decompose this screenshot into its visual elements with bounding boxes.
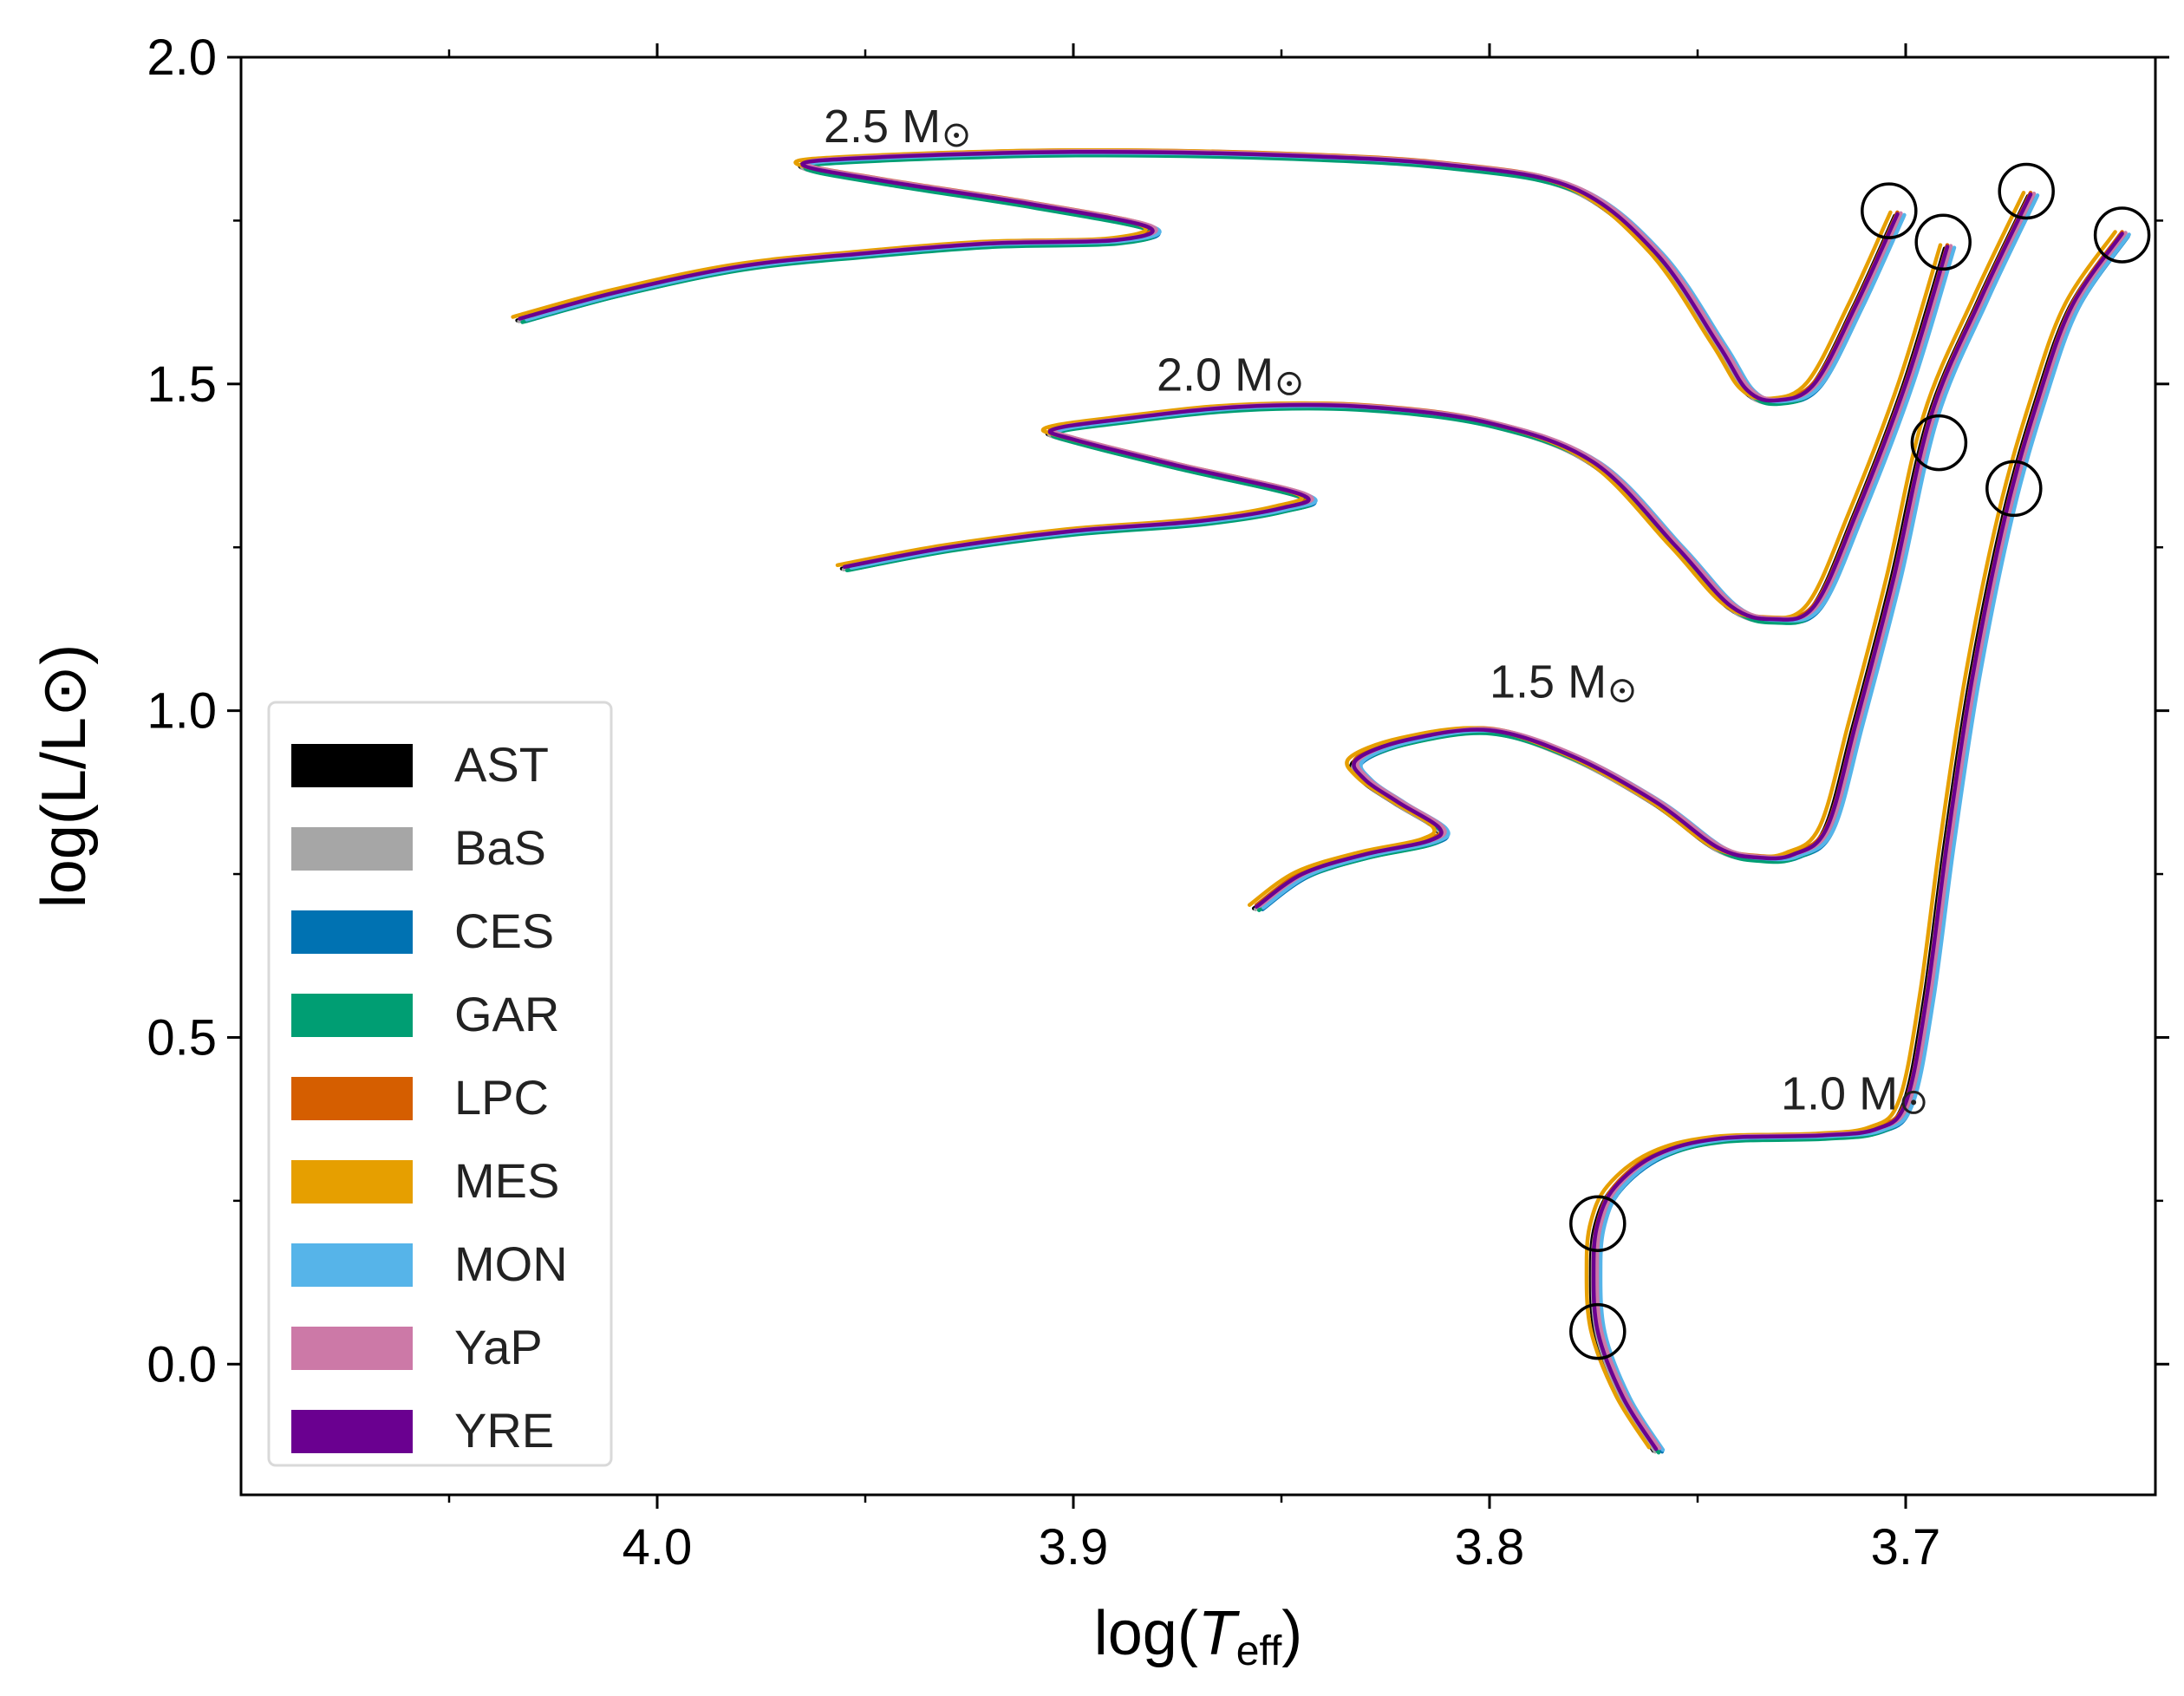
mass-labels: 2.5 M 2.0 M 1.5 M 1.0 M	[824, 101, 1926, 1119]
x-tick-label: 4.0	[623, 1519, 693, 1575]
sun-dot-icon	[1620, 688, 1626, 694]
y-tick-label: 1.0	[147, 683, 217, 740]
marker-circle	[1985, 460, 2043, 518]
marker-circle	[1861, 182, 1918, 239]
x-tick-label: 3.8	[1455, 1519, 1525, 1575]
legend-label-yap: YaP	[454, 1320, 543, 1374]
legend-swatch-mes	[291, 1160, 413, 1204]
legend-label-gar: GAR	[454, 987, 559, 1041]
legend-swatch-gar	[291, 994, 413, 1037]
track-line-yre	[1254, 192, 2033, 909]
circles-layer	[1569, 162, 2151, 1360]
legend-label-ast: AST	[454, 737, 549, 792]
legend-label-mes: MES	[454, 1153, 559, 1208]
plot-frame	[239, 55, 2157, 1497]
track-2-5-msun	[511, 147, 1907, 407]
sun-icon	[944, 123, 968, 147]
track-line-yre	[1591, 232, 2124, 1451]
legend-swatch-lpc	[291, 1077, 413, 1120]
sun-icon	[1277, 371, 1301, 395]
y-tick-label: 0.5	[147, 1009, 217, 1066]
x-tick-label: 3.9	[1039, 1519, 1109, 1575]
legend-swatch-mon	[291, 1243, 413, 1287]
legend-label-mon: MON	[454, 1236, 568, 1291]
marker-circle	[1910, 414, 1968, 472]
sun-dot-icon	[954, 133, 960, 138]
marker-circle	[1569, 1302, 1627, 1360]
track-line-yre	[518, 149, 1900, 403]
legend: AST BaS CES GAR LPC MES MON YaP YRE	[267, 701, 613, 1467]
track-line-mes	[1584, 230, 2117, 1450]
mass-label: 1.0 M	[1781, 1067, 1898, 1119]
y-axis-title: log(L/L⊙)	[29, 644, 99, 908]
x-tick-label: 3.7	[1871, 1519, 1941, 1575]
sun-icon	[1610, 679, 1634, 703]
track-line-yre	[842, 245, 1950, 622]
track-line-mes	[1247, 191, 2026, 907]
tracks-layer	[511, 147, 2131, 1455]
track-1-0-msun	[1584, 230, 2131, 1455]
track-line-mon	[1598, 232, 2131, 1452]
legend-swatch-ces	[291, 910, 413, 954]
x-axis-title: log(Teff)	[1094, 1599, 1303, 1674]
y-tick-label: 1.5	[147, 356, 217, 413]
legend-label-bas: BaS	[454, 820, 546, 875]
legend-label-ces: CES	[454, 903, 554, 958]
y-tick-label: 2.0	[147, 29, 217, 86]
legend-label-lpc: LPC	[454, 1070, 549, 1125]
sun-dot-icon	[1287, 381, 1293, 387]
marker-circle	[1998, 162, 2055, 220]
legend-label-yre: YRE	[454, 1403, 554, 1458]
marker-circle	[1914, 213, 1972, 271]
track-line-yap	[1594, 231, 2128, 1451]
legend-swatch-yre	[291, 1410, 413, 1453]
track-1-5-msun	[1247, 191, 2040, 912]
axis-ticks: 4.0 3.9 3.8 3.7 0.0 0.5 1.0 1.5 2.0	[147, 29, 2169, 1575]
legend-swatch-yap	[291, 1327, 413, 1370]
marker-circle	[1569, 1195, 1627, 1252]
legend-swatch-ast	[291, 744, 413, 787]
mass-label: 1.5 M	[1490, 656, 1607, 708]
legend-swatch-bas	[291, 827, 413, 871]
sun-icon	[1901, 1090, 1926, 1114]
legend-items: AST BaS CES GAR LPC MES MON YaP YRE	[291, 737, 568, 1458]
track-2-0-msun	[835, 243, 1957, 625]
sun-dot-icon	[1911, 1099, 1917, 1106]
mass-label: 2.0 M	[1157, 349, 1274, 401]
y-tick-label: 0.0	[147, 1336, 217, 1393]
track-line-yap	[1257, 192, 2037, 908]
marker-circle	[2093, 206, 2151, 264]
mass-label: 2.5 M	[824, 101, 941, 153]
